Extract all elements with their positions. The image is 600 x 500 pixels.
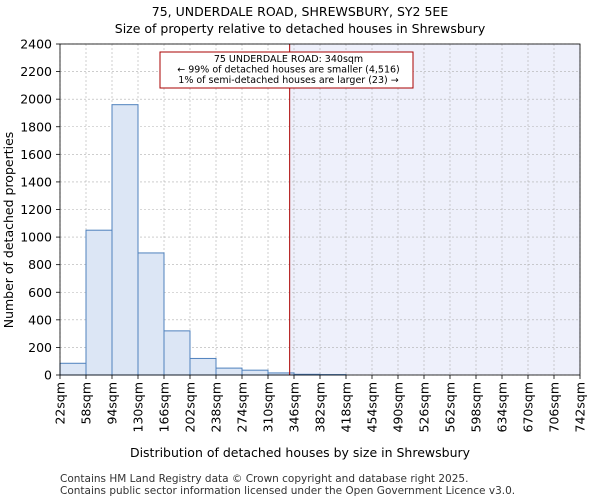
annotation-box [159, 51, 414, 89]
x-tick-label: 598sqm [469, 382, 484, 432]
highlight-region [289, 44, 580, 375]
x-tick-label: 490sqm [391, 382, 406, 432]
x-tick-label: 742sqm [573, 382, 588, 432]
plot-area: 0 200 400 600 800 1000 1200 1400 1600 1800 2000 220… [20, 37, 587, 433]
x-tick-label: 346sqm [287, 382, 302, 432]
x-tick-label: 22sqm [53, 382, 68, 425]
y-tick-label: 2400 [20, 37, 52, 52]
y-tick-label: 200 [28, 340, 52, 355]
annotation-line: 1% of semi-detached houses are larger (2… [178, 75, 398, 86]
x-tick-label: 310sqm [261, 382, 276, 432]
x-tick-label: 94sqm [105, 382, 120, 425]
y-tick-label: 2000 [20, 92, 52, 107]
histogram-bar [111, 104, 139, 376]
y-tick-label: 1400 [20, 174, 52, 189]
y-tick-label: 2200 [20, 64, 52, 79]
x-tick-label: 454sqm [365, 382, 380, 432]
x-tick-label: 274sqm [235, 382, 250, 432]
histogram-bar [59, 362, 87, 376]
y-tick-label: 1800 [20, 119, 52, 134]
footer-line-2: Contains public sector information licen… [60, 485, 515, 497]
annotation-line: ← 99% of detached houses are smaller (4,… [177, 65, 400, 76]
footer-line-1: Contains HM Land Registry data © Crown c… [60, 473, 468, 485]
x-tick-label: 166sqm [157, 382, 172, 432]
y-tick-label: 800 [28, 257, 52, 272]
x-axis-label: Distribution of detached houses by size … [130, 445, 471, 460]
x-tick-label: 526sqm [417, 382, 432, 432]
chart-subtitle: Size of property relative to detached ho… [115, 21, 486, 36]
x-tick-label: 706sqm [547, 382, 562, 432]
x-tick-label: 634sqm [495, 382, 510, 432]
x-tick-label: 382sqm [313, 382, 328, 432]
y-tick-label: 1000 [20, 230, 52, 245]
y-tick-label: 600 [28, 285, 52, 300]
histogram-bar [137, 252, 165, 376]
y-tick-label: 1200 [20, 202, 52, 217]
x-tick-label: 238sqm [209, 382, 224, 432]
x-tick-label: 418sqm [339, 382, 354, 432]
histogram-bar [215, 367, 243, 376]
x-tick-label: 670sqm [521, 382, 536, 432]
histogram-bar [85, 229, 113, 376]
histogram-bar [241, 369, 269, 376]
y-tick-label: 0 [44, 368, 52, 383]
y-tick-label: 1600 [20, 147, 52, 162]
y-axis-label: Number of detached properties [1, 132, 16, 329]
histogram-bar [163, 330, 191, 376]
x-tick-label: 130sqm [131, 382, 146, 432]
x-tick-label: 202sqm [183, 382, 198, 432]
x-tick-label: 58sqm [79, 382, 94, 425]
chart-title: 75, UNDERDALE ROAD, SHREWSBURY, SY2 5EE [152, 4, 449, 19]
x-tick-label: 562sqm [443, 382, 458, 432]
annotation-line: 75 UNDERDALE ROAD: 340sqm [214, 54, 363, 65]
y-tick-label: 400 [28, 312, 52, 327]
histogram-bar [189, 357, 217, 376]
